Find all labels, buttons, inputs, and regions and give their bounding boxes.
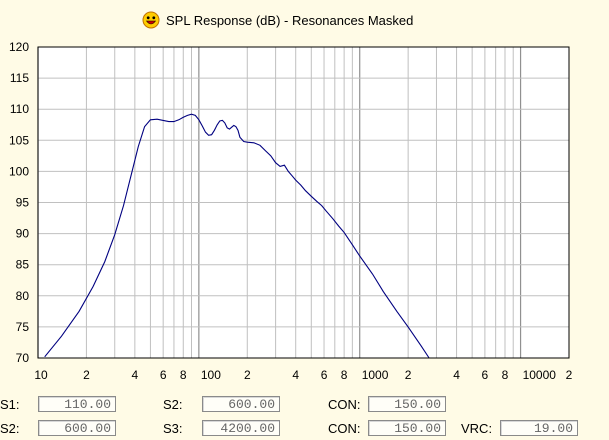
- x-tick-label: 6: [321, 368, 328, 382]
- param-field-con1[interactable]: 150.00: [368, 396, 446, 412]
- x-tick-label: 4: [292, 368, 299, 382]
- y-tick-label: 90: [16, 227, 30, 241]
- x-tick-label: 4: [453, 368, 460, 382]
- y-tick-label: 100: [9, 164, 29, 178]
- y-tick-label: 105: [9, 133, 29, 147]
- param-field-vrc[interactable]: 19.00: [500, 420, 578, 436]
- x-tick-label: 8: [180, 368, 187, 382]
- x-tick-label: 6: [160, 368, 167, 382]
- param-label-s1: S1:: [0, 397, 20, 412]
- y-tick-label: 85: [16, 258, 30, 272]
- x-tick-label: 4: [132, 368, 139, 382]
- param-field-s2[interactable]: 600.00: [202, 396, 280, 412]
- x-tick-label: 2: [566, 368, 573, 382]
- param-label-s2-b: S2:: [0, 421, 20, 436]
- x-tick-label: 2: [83, 368, 90, 382]
- param-field-s1[interactable]: 110.00: [38, 396, 116, 412]
- plot-frame: [37, 46, 570, 359]
- y-tick-label: 115: [10, 71, 29, 85]
- spl-curve: [44, 113, 430, 359]
- y-axis-ticks: 70 75 80 85 90 95 100 105 110 115 120: [9, 40, 29, 365]
- x-tick-label: 10: [34, 368, 48, 382]
- chart-title: SPL Response (dB) - Resonances Masked: [142, 10, 413, 30]
- x-tick-label: 8: [341, 368, 348, 382]
- y-tick-label: 70: [16, 351, 30, 365]
- param-label-s3: S3:: [163, 421, 183, 436]
- x-tick-label: 100: [201, 368, 221, 382]
- y-tick-label: 80: [16, 289, 30, 303]
- param-field-s3[interactable]: 4200.00: [202, 420, 280, 436]
- y-tick-label: 75: [16, 320, 30, 334]
- x-tick-label: 10000: [523, 368, 557, 382]
- x-axis-ticks: 10 2 4 6 8 100 2 4 6 8 1000 2 4 6 8 10000 2: [34, 368, 572, 382]
- x-tick-label: 1000: [362, 368, 389, 382]
- y-tick-label: 120: [9, 40, 29, 54]
- y-tick-label: 110: [10, 102, 29, 116]
- y-tick-label: 95: [16, 196, 30, 210]
- param-label-s2: S2:: [163, 397, 183, 412]
- x-tick-label: 8: [502, 368, 509, 382]
- smiley-face-icon: [142, 11, 160, 29]
- x-tick-label: 2: [405, 368, 412, 382]
- param-field-con2[interactable]: 150.00: [368, 420, 446, 436]
- param-label-vrc: VRC:: [461, 421, 493, 436]
- param-label-con2: CON:: [328, 421, 361, 436]
- x-tick-label: 2: [244, 368, 251, 382]
- param-label-con1: CON:: [328, 397, 361, 412]
- param-field-s2-b[interactable]: 600.00: [38, 420, 116, 436]
- chart-title-text: SPL Response (dB) - Resonances Masked: [166, 12, 414, 28]
- x-tick-label: 6: [482, 368, 489, 382]
